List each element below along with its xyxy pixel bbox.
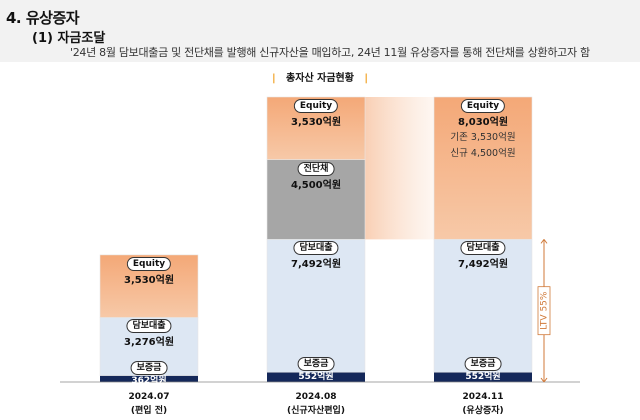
bar-segment-deposit-3 (434, 372, 532, 382)
bar-segment-loan-3 (433, 239, 533, 373)
segment-tag: Equity (126, 256, 172, 271)
data-label: 3,530억원 (290, 117, 342, 128)
segment-tag: 전단채 (297, 161, 335, 176)
section-title: 4. 유상증자 (6, 9, 80, 27)
segment-tag: 보증금 (464, 357, 502, 372)
bar-segment-deposit-2 (267, 372, 365, 382)
title-bar-right: | (364, 73, 369, 84)
ltv-arrow-top-right (543, 239, 548, 244)
data-label: 7,492억원 (457, 259, 509, 271)
data-label: 7,492억원 (290, 259, 342, 271)
bar-segment-deposit-1 (100, 375, 198, 382)
segment-tag: 보증금 (297, 357, 335, 372)
transition-band (365, 97, 434, 240)
ltv-label: LTV 55% (540, 291, 550, 330)
segment-tag: Equity (293, 99, 339, 113)
chart-title: | 총자산 자금현황 | (0, 69, 640, 84)
x-tick-label: 2024.08 (295, 392, 337, 402)
x-tick-note: (편입 전) (130, 406, 168, 416)
sub-title: (1) 자금조달 (32, 31, 106, 46)
data-label: 8,030억원 (457, 117, 509, 128)
chart-title-text: 총자산 자금현황 (286, 73, 354, 84)
ltv-arrow-top-left (540, 239, 545, 244)
segment-tag: Equity (460, 99, 506, 113)
segment-tag: 보증금 (130, 360, 168, 375)
data-label: 552억원 (465, 372, 501, 383)
data-label: 362억원 (131, 375, 167, 386)
data-label: 552억원 (298, 372, 334, 383)
title-bar-left: | (271, 73, 276, 84)
segment-tag: 담보대출 (126, 319, 172, 334)
ltv-arrow-bottom-left (540, 377, 545, 383)
data-label: 4,500억원 (290, 179, 342, 191)
segment-tag: 담보대출 (460, 241, 506, 256)
equity-breakdown: 기존 3,530억원 (450, 132, 516, 143)
x-tick-label: 2024.11 (462, 392, 504, 402)
header-band (0, 0, 640, 62)
x-tick-note: (유상증자) (462, 406, 504, 416)
description: '24년 8월 담보대출금 및 전단채를 발행해 신규자산을 매입하고, 24년… (70, 46, 590, 59)
x-tick-label: 2024.07 (128, 392, 170, 402)
ltv-label-box (537, 286, 551, 336)
equity-breakdown: 신규 4,500억원 (450, 148, 516, 159)
ltv-arrow-bottom-right (543, 377, 548, 383)
data-label: 3,530억원 (123, 274, 175, 286)
bar-segment-loan-2 (266, 239, 366, 373)
bar-segment-equity-3 (433, 96, 533, 240)
segment-tag: 담보대출 (293, 241, 339, 256)
data-label: 3,276억원 (123, 337, 175, 349)
x-tick-note: (신규자산편입) (287, 406, 345, 416)
